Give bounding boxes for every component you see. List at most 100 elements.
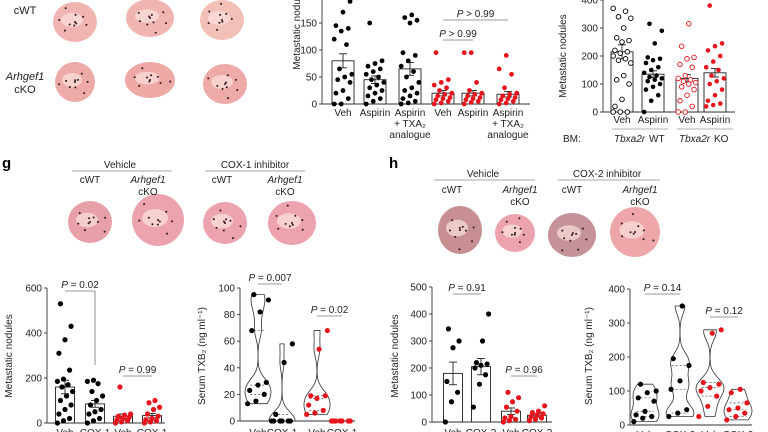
violin-shape — [695, 329, 725, 417]
row-label-ko-suffix: cKO — [14, 84, 36, 96]
lung-photos — [53, 0, 660, 257]
y-tick-label: 0 — [311, 100, 317, 111]
data-point — [631, 419, 637, 425]
metastatic-nodule-spot — [162, 11, 165, 14]
h-col-ko-gene-1: Arhgef1 — [501, 185, 537, 196]
data-point — [340, 9, 346, 15]
data-point — [345, 96, 351, 101]
metastatic-nodule-spot — [219, 209, 222, 212]
metastatic-nodule-spot — [232, 237, 235, 240]
data-point — [444, 378, 450, 385]
data-point — [472, 365, 478, 371]
data-point — [514, 408, 520, 414]
data-point — [689, 64, 696, 70]
data-point — [675, 75, 681, 82]
metastatic-nodule-spot — [563, 237, 566, 240]
data-point — [281, 359, 287, 366]
y-tick-label: 600 — [25, 284, 42, 295]
data-point — [528, 414, 534, 420]
metastatic-nodule-spot — [147, 216, 150, 219]
c-wt-suffix: WT — [649, 134, 665, 145]
data-point — [538, 415, 545, 421]
metastatic-nodule-spot — [138, 20, 141, 23]
data-point — [654, 73, 659, 78]
data-point — [512, 95, 518, 100]
data-point — [621, 25, 627, 31]
data-point — [526, 418, 533, 424]
metastatic-nodule-spot — [143, 203, 146, 206]
data-point — [412, 53, 418, 58]
pvalue-label: P > 0.99 — [439, 29, 477, 40]
metastatic-nodule-spot — [74, 81, 76, 83]
data-point — [349, 71, 355, 77]
metastatic-nodule-spot — [103, 230, 106, 233]
metastatic-nodule-spot — [642, 238, 645, 241]
data-point — [500, 419, 506, 425]
group-2 — [470, 311, 492, 423]
metastatic-nodule-spot — [222, 229, 225, 232]
data-point — [335, 77, 341, 83]
violin-shape — [268, 343, 296, 422]
metastatic-nodule-spot — [461, 225, 464, 228]
pvalue-label: P = 0.99 — [119, 365, 157, 376]
data-point — [363, 71, 369, 77]
metastatic-nodule-spot — [642, 229, 645, 232]
metastatic-nodule-spot — [78, 212, 81, 215]
y-tick-label: 20 — [224, 390, 236, 401]
group-3 — [500, 389, 522, 425]
data-point — [149, 415, 155, 422]
pvalue-value: = 0.12 — [712, 306, 743, 317]
lung-highlight — [76, 212, 98, 228]
data-point — [733, 413, 739, 420]
data-point — [512, 416, 519, 422]
lung-highlight — [62, 73, 82, 87]
metastatic-nodule-spot — [219, 13, 222, 16]
data-point — [438, 100, 444, 106]
y-axis-label: Metastatic nodules — [390, 314, 401, 397]
data-point — [714, 393, 720, 399]
x-category-label: + TXA₂ — [492, 119, 524, 130]
metastatic-nodule-spot — [631, 213, 634, 216]
metastatic-nodule-spot — [76, 78, 79, 81]
group-4 — [431, 50, 455, 107]
pvalue-label: P = 0.02 — [311, 305, 349, 316]
group-4 — [141, 397, 163, 426]
metastatic-nodule-spot — [284, 222, 287, 225]
metastatic-nodule-spot — [221, 87, 224, 90]
data-point — [333, 23, 339, 29]
data-point — [461, 50, 467, 56]
x-category-label: COX-1 — [137, 428, 168, 432]
metastatic-nodule-spot — [226, 74, 229, 77]
y-tick-label: 0 — [229, 417, 235, 428]
y-tick-label: 100 — [218, 284, 235, 295]
lung-photo — [132, 194, 184, 246]
data-point — [637, 381, 644, 387]
metastatic-nodule-spot — [571, 232, 574, 235]
data-point — [115, 413, 122, 419]
data-point — [709, 73, 714, 78]
data-point — [376, 74, 381, 80]
metastatic-nodule-spot — [514, 232, 516, 234]
metastatic-nodule-spot — [571, 234, 573, 236]
lung-photo — [610, 207, 660, 257]
data-point — [445, 77, 451, 83]
y-tick-label: 0 — [421, 418, 427, 429]
data-point — [411, 69, 416, 74]
data-point — [370, 69, 376, 74]
metastatic-nodule-spot — [621, 235, 624, 238]
data-point — [691, 86, 697, 93]
x-category-label: Aspirin — [360, 108, 391, 119]
group-2 — [84, 377, 106, 426]
y-tick-label: 400 — [581, 0, 598, 7]
group-2 — [268, 341, 296, 424]
metastatic-nodule-spot — [291, 223, 294, 226]
data-point — [650, 84, 656, 90]
y-tick-label: 200 — [581, 52, 598, 63]
data-point — [687, 77, 694, 83]
y-axis-label: Serum TXB₂ (ng ml⁻¹) — [197, 307, 208, 405]
x-category-label: Veh — [308, 428, 325, 432]
chart-6: 0 100 200 300 400 Serum TXB₂ (ng ml⁻¹) Veh COX-… — [584, 283, 754, 432]
data-point — [93, 397, 100, 404]
metastatic-nodule-spot — [165, 210, 168, 213]
